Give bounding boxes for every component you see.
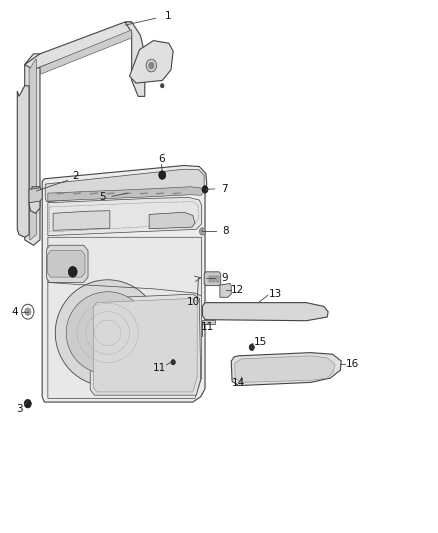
Text: 15: 15: [254, 337, 267, 347]
Text: 8: 8: [223, 227, 229, 237]
Circle shape: [24, 399, 31, 408]
Text: 2: 2: [73, 171, 79, 181]
Polygon shape: [48, 187, 203, 201]
Circle shape: [199, 228, 205, 235]
Text: 10: 10: [187, 296, 200, 306]
Polygon shape: [45, 169, 204, 201]
Ellipse shape: [55, 280, 160, 386]
Polygon shape: [29, 187, 40, 213]
Circle shape: [146, 59, 156, 72]
Text: 16: 16: [346, 359, 359, 369]
Polygon shape: [25, 54, 40, 245]
Circle shape: [171, 360, 175, 365]
Polygon shape: [90, 294, 201, 395]
Polygon shape: [48, 197, 201, 236]
Ellipse shape: [66, 292, 149, 374]
Polygon shape: [47, 251, 85, 277]
Polygon shape: [235, 356, 335, 382]
Polygon shape: [237, 365, 246, 377]
Text: 11: 11: [201, 322, 214, 332]
Polygon shape: [48, 237, 201, 398]
Circle shape: [149, 62, 154, 69]
Text: 7: 7: [221, 184, 228, 194]
Circle shape: [202, 185, 208, 193]
Text: 12: 12: [231, 285, 244, 295]
Text: 14: 14: [232, 378, 245, 389]
Polygon shape: [202, 303, 328, 321]
Text: 3: 3: [16, 404, 22, 414]
Circle shape: [160, 84, 164, 88]
Text: 9: 9: [222, 273, 228, 282]
Circle shape: [21, 304, 34, 319]
Text: 6: 6: [158, 154, 165, 164]
Polygon shape: [29, 59, 36, 240]
Polygon shape: [204, 272, 221, 286]
Polygon shape: [231, 353, 341, 385]
Circle shape: [159, 171, 166, 179]
Polygon shape: [93, 298, 197, 392]
Polygon shape: [53, 211, 110, 230]
Text: 1: 1: [164, 11, 171, 21]
Polygon shape: [42, 165, 207, 402]
Polygon shape: [130, 41, 173, 83]
Bar: [208, 276, 211, 282]
Text: 11: 11: [152, 362, 166, 373]
Text: 5: 5: [99, 192, 106, 203]
Circle shape: [249, 344, 254, 351]
Polygon shape: [29, 188, 42, 203]
Bar: [212, 276, 215, 282]
Polygon shape: [17, 86, 29, 237]
Circle shape: [25, 308, 31, 316]
Text: 4: 4: [11, 306, 18, 317]
Polygon shape: [149, 212, 195, 229]
Bar: [216, 276, 219, 282]
Polygon shape: [220, 284, 231, 297]
Polygon shape: [46, 245, 88, 282]
Polygon shape: [40, 30, 132, 74]
Polygon shape: [25, 22, 132, 70]
Polygon shape: [125, 22, 145, 96]
Polygon shape: [202, 320, 215, 324]
Circle shape: [68, 266, 77, 277]
Text: 13: 13: [269, 289, 282, 299]
